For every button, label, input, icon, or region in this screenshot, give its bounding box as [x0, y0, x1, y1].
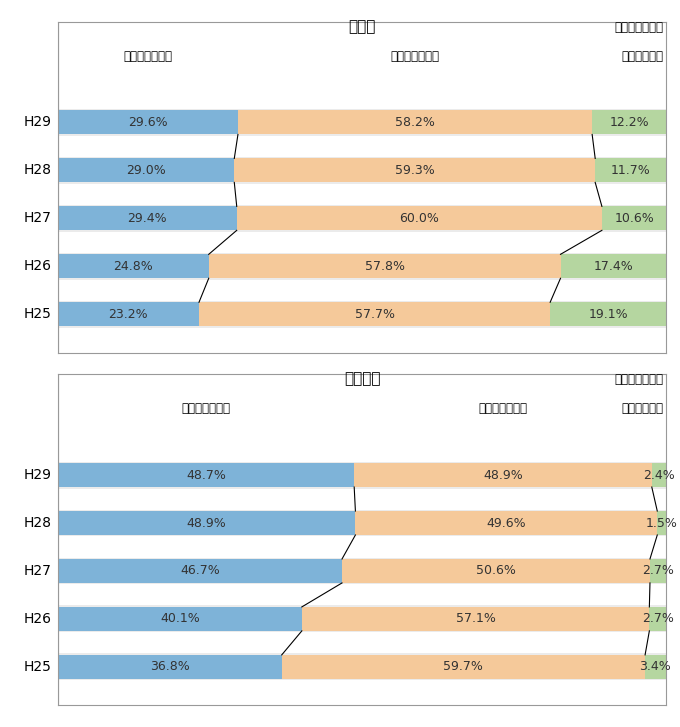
Bar: [237, 206, 602, 230]
Bar: [199, 302, 550, 326]
Text: 49.6%: 49.6%: [486, 516, 526, 529]
Text: ない・その他: ない・その他: [622, 49, 664, 63]
Text: 36.8%: 36.8%: [150, 660, 190, 673]
Bar: [302, 607, 649, 631]
Text: H29: H29: [24, 116, 52, 129]
Bar: [649, 607, 666, 631]
Text: H28: H28: [24, 516, 52, 530]
Bar: [645, 655, 666, 679]
Text: 48.9%: 48.9%: [483, 469, 523, 481]
Text: 無延滞者: 無延滞者: [344, 371, 380, 386]
Text: 17.4%: 17.4%: [594, 260, 633, 273]
Text: ない・その他: ない・その他: [622, 402, 664, 415]
Text: 46.7%: 46.7%: [180, 564, 220, 577]
Text: 見たことはない: 見たことはない: [479, 402, 528, 415]
Text: 2.4%: 2.4%: [643, 469, 675, 481]
Text: 29.0%: 29.0%: [126, 164, 166, 177]
Text: 11.7%: 11.7%: [611, 164, 651, 177]
Bar: [282, 655, 645, 679]
Text: 3.4%: 3.4%: [640, 660, 671, 673]
Text: 23.2%: 23.2%: [109, 308, 148, 321]
Bar: [658, 511, 666, 535]
Bar: [58, 559, 342, 583]
Bar: [235, 158, 595, 182]
Text: 59.3%: 59.3%: [395, 164, 435, 177]
Text: H25: H25: [24, 308, 52, 321]
Text: 40.1%: 40.1%: [160, 612, 200, 625]
Bar: [602, 206, 666, 230]
Text: 見ることができ: 見ることができ: [614, 374, 664, 386]
Bar: [58, 607, 302, 631]
Bar: [58, 606, 666, 632]
Bar: [58, 111, 238, 134]
Bar: [58, 462, 666, 489]
Text: 見たことはない: 見たことはない: [390, 49, 439, 63]
Text: 見ることができ: 見ることができ: [614, 21, 664, 33]
Bar: [58, 463, 354, 487]
Text: 50.6%: 50.6%: [476, 564, 516, 577]
Bar: [354, 463, 652, 487]
Text: H28: H28: [24, 164, 52, 177]
Bar: [58, 109, 666, 136]
Bar: [58, 302, 199, 326]
Bar: [560, 254, 666, 278]
Bar: [592, 111, 666, 134]
Bar: [58, 301, 666, 328]
Bar: [550, 302, 666, 326]
Bar: [58, 253, 666, 280]
Bar: [650, 559, 666, 583]
Bar: [58, 510, 666, 537]
Text: 19.1%: 19.1%: [588, 308, 628, 321]
Text: H26: H26: [24, 612, 52, 626]
Bar: [58, 654, 666, 680]
Text: 57.1%: 57.1%: [456, 612, 496, 625]
Bar: [342, 559, 650, 583]
Bar: [238, 111, 592, 134]
Text: 48.7%: 48.7%: [186, 469, 226, 481]
Text: 57.8%: 57.8%: [364, 260, 405, 273]
Text: 60.0%: 60.0%: [399, 212, 439, 225]
Bar: [58, 205, 666, 232]
Text: 59.7%: 59.7%: [443, 660, 483, 673]
Text: H29: H29: [24, 468, 52, 482]
Text: 24.8%: 24.8%: [114, 260, 153, 273]
Text: 29.6%: 29.6%: [128, 116, 168, 129]
Bar: [58, 254, 209, 278]
Text: 12.2%: 12.2%: [609, 116, 649, 129]
Text: H25: H25: [24, 660, 52, 674]
Text: 57.7%: 57.7%: [354, 308, 394, 321]
Text: H26: H26: [24, 260, 52, 273]
Text: 10.6%: 10.6%: [614, 212, 654, 225]
Text: H27: H27: [24, 212, 52, 225]
Bar: [58, 158, 235, 182]
Bar: [209, 254, 560, 278]
Text: 見たことがある: 見たことがある: [182, 402, 231, 415]
Text: 29.4%: 29.4%: [127, 212, 167, 225]
Text: 見たことがある: 見たことがある: [123, 49, 172, 63]
Bar: [58, 206, 237, 230]
Text: H27: H27: [24, 564, 52, 578]
Text: 2.7%: 2.7%: [642, 612, 673, 625]
Bar: [58, 558, 666, 585]
Bar: [58, 655, 282, 679]
Bar: [356, 511, 658, 535]
Text: 延滞者: 延滞者: [348, 19, 376, 33]
Bar: [58, 157, 666, 184]
Bar: [652, 463, 666, 487]
Text: 48.9%: 48.9%: [187, 516, 226, 529]
Text: 1.5%: 1.5%: [646, 516, 678, 529]
Bar: [58, 511, 356, 535]
Text: 2.7%: 2.7%: [642, 564, 674, 577]
Bar: [595, 158, 666, 182]
Text: 58.2%: 58.2%: [395, 116, 435, 129]
